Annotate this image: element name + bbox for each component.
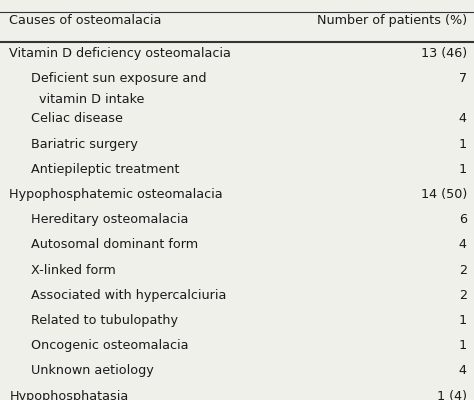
Text: 1 (4): 1 (4): [437, 390, 467, 400]
Text: 14 (50): 14 (50): [420, 188, 467, 201]
Text: X-linked form: X-linked form: [31, 264, 116, 276]
Text: vitamin D intake: vitamin D intake: [31, 93, 144, 106]
Text: Associated with hypercalciuria: Associated with hypercalciuria: [31, 289, 226, 302]
Text: 1: 1: [459, 339, 467, 352]
Text: Oncogenic osteomalacia: Oncogenic osteomalacia: [31, 339, 188, 352]
Text: Number of patients (%): Number of patients (%): [317, 14, 467, 27]
Text: Vitamin D deficiency osteomalacia: Vitamin D deficiency osteomalacia: [9, 47, 231, 60]
Text: Hypophosphatemic osteomalacia: Hypophosphatemic osteomalacia: [9, 188, 223, 201]
Text: 1: 1: [459, 138, 467, 150]
Text: 1: 1: [459, 314, 467, 327]
Text: Hereditary osteomalacia: Hereditary osteomalacia: [31, 213, 188, 226]
Text: Related to tubulopathy: Related to tubulopathy: [31, 314, 178, 327]
Text: 4: 4: [459, 238, 467, 251]
Text: Unknown aetiology: Unknown aetiology: [31, 364, 154, 377]
Text: 4: 4: [459, 364, 467, 377]
Text: Antiepileptic treatment: Antiepileptic treatment: [31, 163, 179, 176]
Text: 6: 6: [459, 213, 467, 226]
Text: Causes of osteomalacia: Causes of osteomalacia: [9, 14, 162, 27]
Text: 4: 4: [459, 112, 467, 125]
Text: 13 (46): 13 (46): [421, 47, 467, 60]
Text: 2: 2: [459, 289, 467, 302]
Text: Autosomal dominant form: Autosomal dominant form: [31, 238, 198, 251]
Text: Bariatric surgery: Bariatric surgery: [31, 138, 137, 150]
Text: Celiac disease: Celiac disease: [31, 112, 123, 125]
Text: 7: 7: [459, 72, 467, 85]
Text: Hypophosphatasia: Hypophosphatasia: [9, 390, 129, 400]
Text: Deficient sun exposure and: Deficient sun exposure and: [31, 72, 206, 85]
Text: 2: 2: [459, 264, 467, 276]
Text: 1: 1: [459, 163, 467, 176]
